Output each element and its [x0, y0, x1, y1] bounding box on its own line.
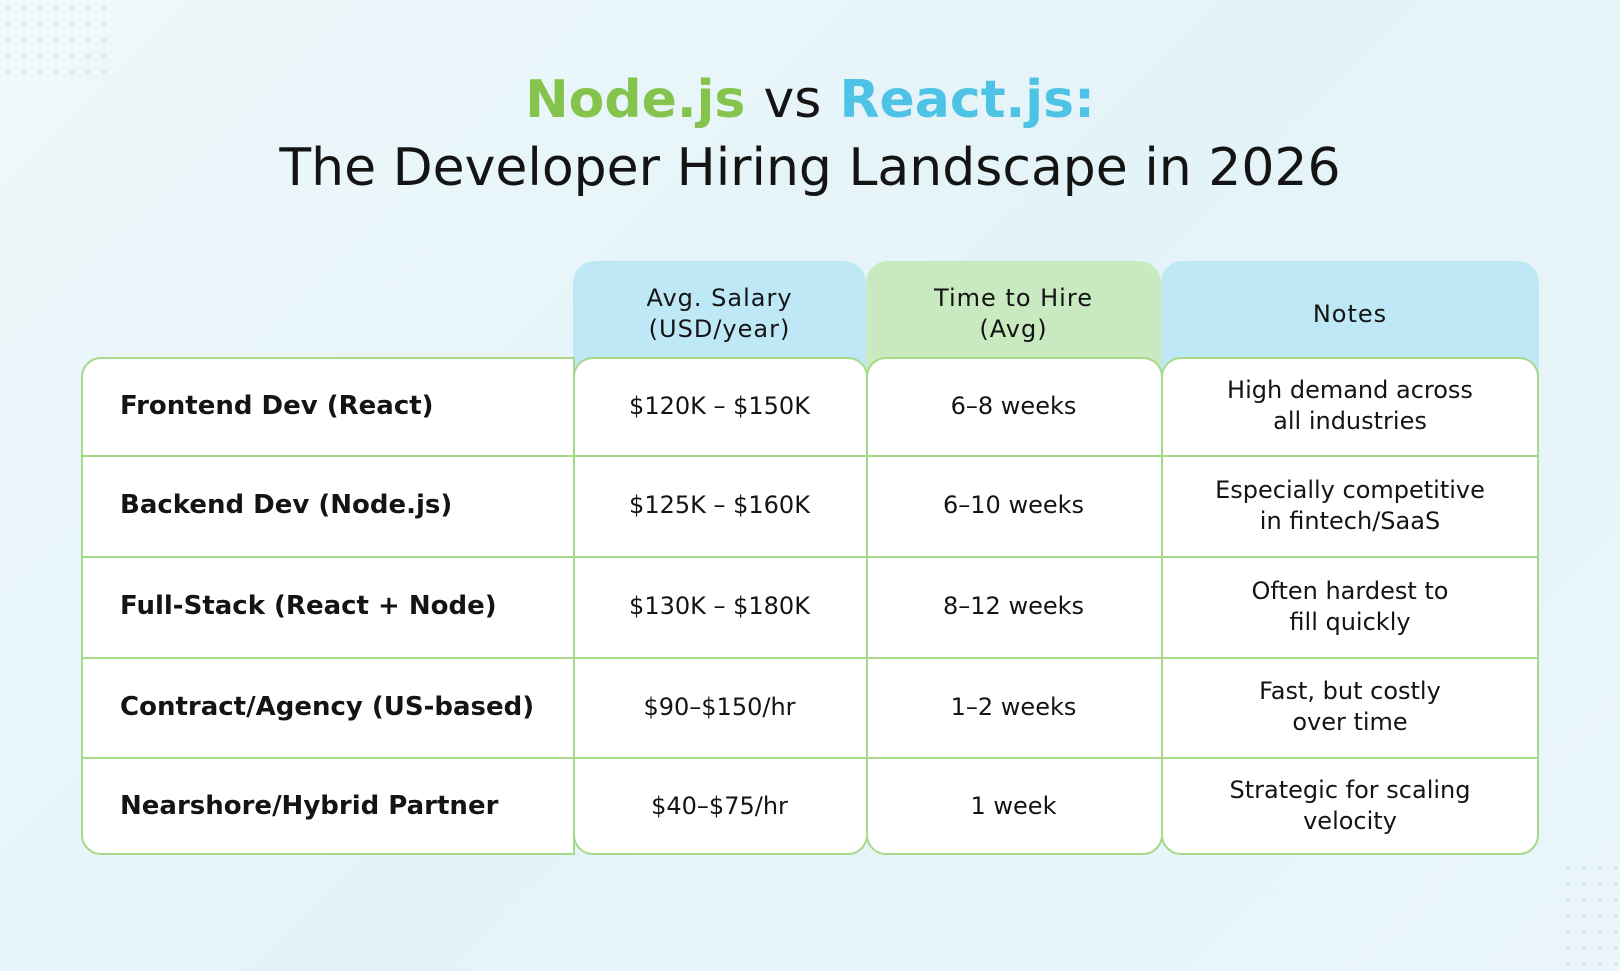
cell-text: Especially competitive — [1215, 475, 1485, 504]
header-text: (Avg) — [979, 315, 1048, 343]
title-vs: vs — [763, 70, 822, 130]
table-cell: 1 week — [866, 757, 1161, 855]
cell-text: Nearshore/Hybrid Partner — [120, 790, 499, 821]
cell-text: in fintech/SaaS — [1259, 506, 1441, 535]
cell-text: 8–12 weeks — [943, 592, 1084, 620]
row-divider — [81, 657, 1539, 659]
table-cell: 6–10 weeks — [866, 455, 1161, 556]
header-text: Avg. Salary — [646, 284, 793, 312]
row-divider — [81, 757, 1539, 759]
cell-text: 1 week — [970, 791, 1057, 820]
cell-text: 6–8 weeks — [950, 391, 1077, 420]
table-cell: Fast, but costly over time — [1161, 657, 1539, 757]
cell-text: 6–10 weeks — [943, 491, 1084, 519]
table-cell: 8–12 weeks — [866, 556, 1161, 657]
row-label: Full-Stack (React + Node) — [81, 556, 573, 657]
header-text: Time to Hire — [934, 284, 1093, 312]
row-divider — [81, 556, 1539, 558]
table-cell: $40–$75/hr — [573, 757, 866, 855]
title: Node.js vs React.js: — [0, 70, 1620, 130]
table-cell: Especially competitive in fintech/SaaS — [1161, 455, 1539, 556]
title-react: React.js: — [839, 70, 1095, 130]
cell-text: Contract/Agency (US-based) — [120, 691, 535, 722]
decor-dots — [0, 0, 112, 86]
row-label: Nearshore/Hybrid Partner — [81, 757, 573, 855]
column-box — [866, 357, 1163, 855]
subtitle: The Developer Hiring Landscape in 2026 — [279, 138, 1341, 198]
title-node: Node.js — [525, 70, 746, 130]
table-cell: $120K – $150K — [573, 357, 866, 455]
row-label: Contract/Agency (US-based) — [81, 657, 573, 757]
cell-text: $90–$150/hr — [643, 692, 796, 721]
table-cell: 6–8 weeks — [866, 357, 1161, 455]
row-label: Frontend Dev (React) — [81, 357, 573, 455]
cell-text: Fast, but costly — [1259, 677, 1441, 705]
cell-text: $130K – $180K — [629, 592, 810, 620]
header-text: (USD/year) — [648, 315, 791, 343]
cell-text: Frontend Dev (React) — [120, 390, 434, 421]
row-divider — [81, 455, 1539, 457]
cell-text: Strategic for scaling — [1229, 776, 1471, 804]
cell-text: fill quickly — [1289, 607, 1411, 636]
cell-text: $40–$75/hr — [651, 791, 788, 820]
column-box — [1161, 357, 1539, 855]
cell-text: 1–2 weeks — [950, 692, 1077, 721]
cell-text: $125K – $160K — [629, 491, 810, 519]
table-cell: $125K – $160K — [573, 455, 866, 556]
table-cell: 1–2 weeks — [866, 657, 1161, 757]
decor-dots — [1560, 860, 1620, 971]
cell-text: all industries — [1273, 407, 1427, 435]
cell-text: velocity — [1303, 807, 1397, 835]
cell-text: over time — [1292, 708, 1408, 736]
cell-text: Full-Stack (React + Node) — [120, 591, 497, 621]
cell-text: Often hardest to — [1251, 576, 1449, 605]
table-cell: Strategic for scaling velocity — [1161, 757, 1539, 855]
row-label: Backend Dev (Node.js) — [81, 455, 573, 556]
cell-text: $120K – $150K — [629, 391, 810, 420]
column-box — [573, 357, 868, 855]
table-cell: $130K – $180K — [573, 556, 866, 657]
table-cell: High demand across all industries — [1161, 357, 1539, 455]
cell-text: Backend Dev (Node.js) — [120, 490, 453, 520]
table-cell: Often hardest to fill quickly — [1161, 556, 1539, 657]
table-cell: $90–$150/hr — [573, 657, 866, 757]
header-text: Notes — [1312, 299, 1388, 328]
cell-text: High demand across — [1227, 376, 1473, 404]
